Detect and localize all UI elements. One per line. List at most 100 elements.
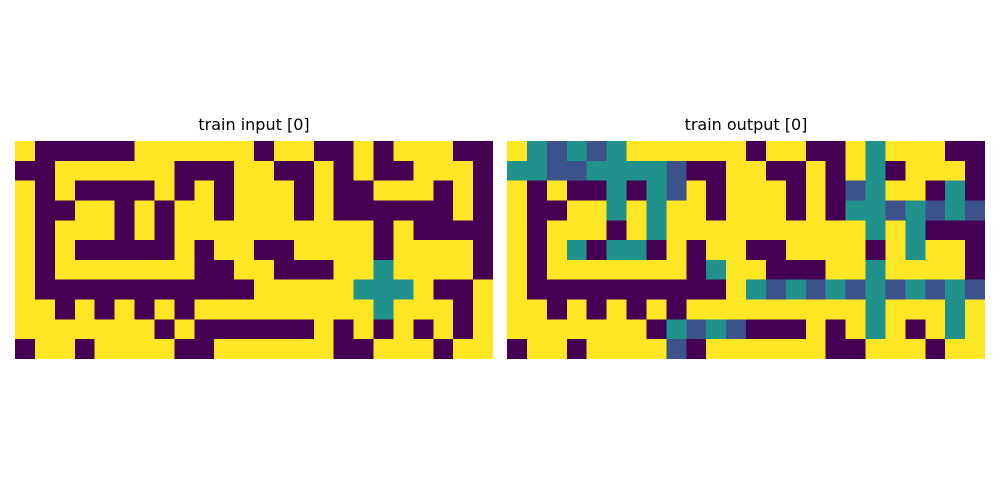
grid-cell (413, 181, 433, 201)
grid-cell (866, 260, 886, 280)
grid-cell (194, 220, 214, 240)
grid-cell (905, 319, 925, 339)
grid-cell (925, 161, 945, 181)
grid-cell (686, 280, 706, 300)
grid-cell (726, 181, 746, 201)
grid-cell (234, 300, 254, 320)
grid-cell (945, 339, 965, 359)
grid-cell (826, 300, 846, 320)
grid-cell (905, 181, 925, 201)
grid-cell (666, 181, 686, 201)
grid-cell (135, 220, 155, 240)
grid-cell (174, 141, 194, 161)
grid-cell (826, 319, 846, 339)
grid-cell (35, 181, 55, 201)
grid-cell (354, 319, 374, 339)
grid-cell (393, 220, 413, 240)
grid-cell (965, 181, 985, 201)
grid-cell (135, 280, 155, 300)
grid-cell (866, 141, 886, 161)
grid-cell (826, 240, 846, 260)
grid-cell (393, 181, 413, 201)
grid-cell (806, 141, 826, 161)
grid-cell (15, 280, 35, 300)
grid-cell (706, 181, 726, 201)
grid-cell (115, 339, 135, 359)
output-grid (507, 141, 985, 359)
grid-cell (567, 260, 587, 280)
grid-cell (75, 161, 95, 181)
grid-cell (35, 280, 55, 300)
grid-cell (115, 181, 135, 201)
grid-cell (846, 280, 866, 300)
grid-cell (786, 339, 806, 359)
grid-cell (885, 260, 905, 280)
grid-cell (766, 280, 786, 300)
grid-cell (646, 260, 666, 280)
grid-cell (627, 141, 647, 161)
grid-cell (274, 300, 294, 320)
grid-cell (846, 319, 866, 339)
grid-cell (314, 300, 334, 320)
grid-cell (965, 161, 985, 181)
grid-cell (354, 220, 374, 240)
grid-cell (587, 220, 607, 240)
grid-cell (527, 280, 547, 300)
grid-cell (453, 240, 473, 260)
grid-cell (527, 181, 547, 201)
grid-cell (627, 300, 647, 320)
grid-cell (413, 300, 433, 320)
grid-cell (473, 339, 493, 359)
grid-cell (254, 141, 274, 161)
grid-cell (806, 260, 826, 280)
grid-cell (945, 319, 965, 339)
grid-cell (766, 260, 786, 280)
grid-cell (627, 181, 647, 201)
grid-cell (567, 161, 587, 181)
grid-cell (746, 319, 766, 339)
grid-cell (314, 319, 334, 339)
grid-cell (706, 339, 726, 359)
grid-cell (453, 220, 473, 240)
grid-cell (413, 260, 433, 280)
grid-cell (786, 141, 806, 161)
grid-cell (274, 161, 294, 181)
grid-cell (473, 141, 493, 161)
grid-cell (473, 300, 493, 320)
grid-cell (925, 200, 945, 220)
grid-cell (706, 220, 726, 240)
grid-cell (135, 200, 155, 220)
grid-cell (846, 339, 866, 359)
grid-cell (254, 181, 274, 201)
grid-cell (214, 200, 234, 220)
grid-cell (374, 220, 394, 240)
grid-cell (35, 300, 55, 320)
grid-cell (587, 141, 607, 161)
grid-cell (806, 181, 826, 201)
grid-cell (706, 319, 726, 339)
grid-cell (433, 300, 453, 320)
grid-cell (254, 300, 274, 320)
grid-cell (154, 319, 174, 339)
grid-cell (254, 220, 274, 240)
grid-cell (453, 300, 473, 320)
grid-cell (55, 220, 75, 240)
grid-cell (686, 161, 706, 181)
grid-cell (294, 300, 314, 320)
grid-cell (666, 240, 686, 260)
grid-cell (746, 280, 766, 300)
grid-cell (453, 181, 473, 201)
grid-cell (75, 200, 95, 220)
grid-cell (627, 220, 647, 240)
grid-cell (866, 220, 886, 240)
grid-cell (154, 161, 174, 181)
grid-cell (547, 220, 567, 240)
grid-cell (35, 240, 55, 260)
grid-cell (885, 220, 905, 240)
grid-cell (55, 141, 75, 161)
grid-cell (194, 200, 214, 220)
grid-cell (374, 260, 394, 280)
grid-cell (194, 161, 214, 181)
grid-cell (826, 161, 846, 181)
grid-cell (334, 200, 354, 220)
